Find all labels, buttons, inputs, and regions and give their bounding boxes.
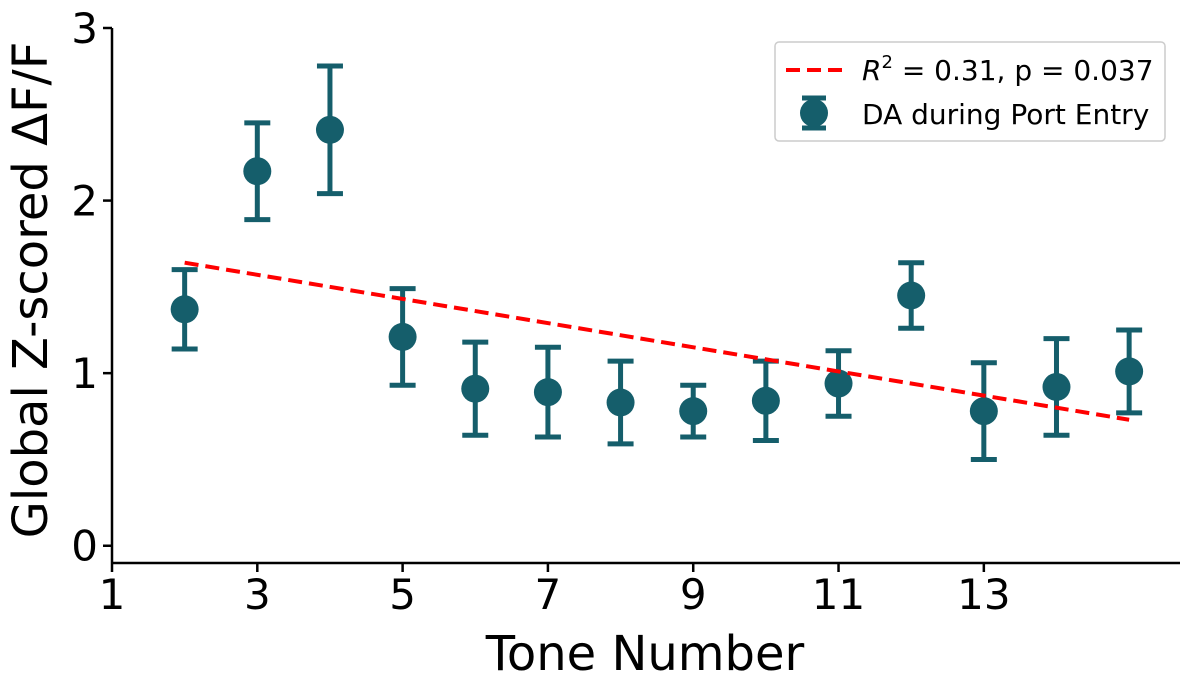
- data-point-group: [679, 382, 708, 440]
- data-point: [315, 115, 344, 144]
- data-point-group: [1115, 327, 1144, 416]
- axes: [110, 28, 1180, 565]
- data-point-group: [751, 358, 780, 443]
- x-axis-title: Tone Number: [485, 626, 805, 682]
- x-tick-label: 11: [812, 570, 865, 619]
- legend-data-label: DA during Port Entry: [862, 98, 1149, 131]
- fit-line: [184, 260, 1130, 422]
- plot-area: [170, 63, 1144, 462]
- data-point-group: [533, 344, 562, 440]
- data-point: [969, 397, 998, 426]
- x-tick-label: 3: [244, 570, 271, 619]
- data-point: [461, 374, 490, 403]
- x-tick-label: 9: [680, 570, 707, 619]
- data-point: [533, 378, 562, 407]
- legend-fit-label: R2 = 0.31, p = 0.037: [862, 52, 1154, 87]
- data-point: [1115, 357, 1144, 386]
- legend-fit-label-rest: = 0.31, p = 0.037: [893, 54, 1154, 87]
- data-point: [388, 322, 417, 351]
- data-point: [243, 157, 272, 186]
- legend-box: [774, 41, 1166, 142]
- data-point: [170, 295, 199, 324]
- data-point-group: [1042, 336, 1071, 438]
- legend-fit-label-sup: 2: [881, 52, 892, 73]
- y-tick-label: 2: [71, 177, 98, 226]
- y-tick-label: 1: [71, 349, 98, 398]
- data-point-group: [170, 267, 199, 352]
- x-tick-label: 5: [389, 570, 416, 619]
- data-point: [679, 397, 708, 426]
- data-point-group: [461, 339, 490, 438]
- y-axis-title: Global Z-scored ΔF/F: [3, 42, 59, 539]
- data-point: [824, 369, 853, 398]
- data-point-group: [824, 348, 853, 419]
- x-tick-label: 13: [957, 570, 1010, 619]
- legend-fit-label-base: R: [862, 54, 881, 87]
- data-point-group: [969, 360, 998, 462]
- x-tick-label: 7: [535, 570, 562, 619]
- data-point: [606, 388, 635, 417]
- data-point-group: [243, 120, 272, 223]
- x-tick-label: 1: [99, 570, 126, 619]
- data-point-group: [606, 358, 635, 447]
- data-point: [897, 281, 926, 310]
- data-point: [1042, 372, 1071, 401]
- y-tick-label: 0: [71, 522, 98, 571]
- data-point: [751, 386, 780, 415]
- data-point-group: [315, 63, 344, 197]
- y-tick-label: 3: [71, 4, 98, 53]
- data-point-group: [388, 286, 417, 388]
- legend-data-swatch: [800, 95, 828, 131]
- data-point-group: [897, 260, 926, 331]
- legend: R2 = 0.31, p = 0.037 DA during Port Entr…: [774, 41, 1166, 142]
